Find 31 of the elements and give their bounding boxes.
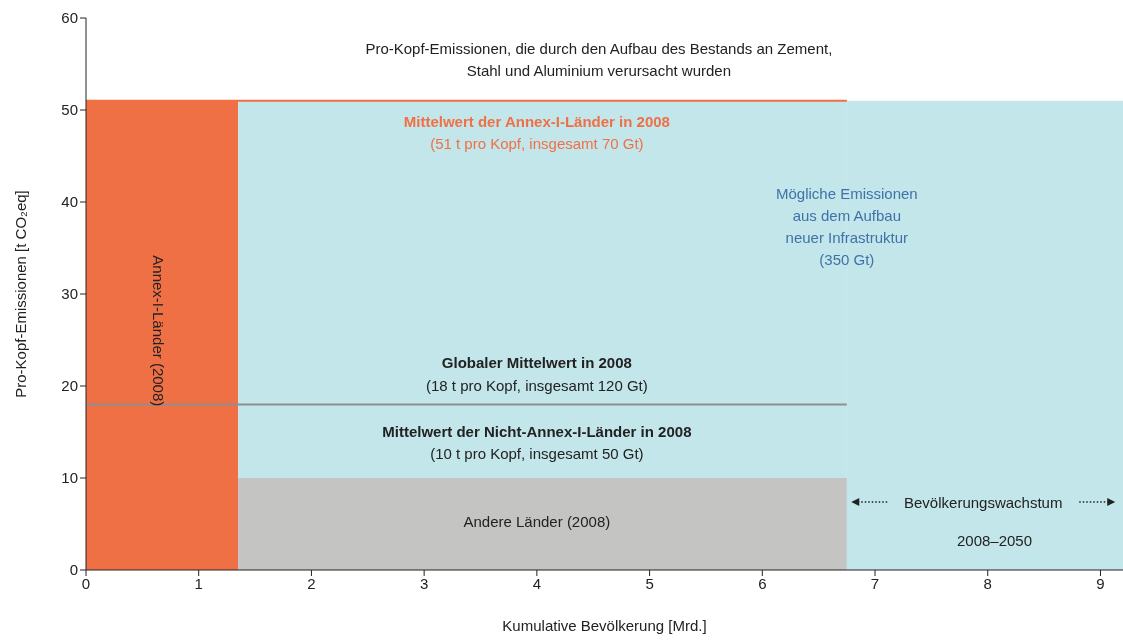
annotation: Globaler Mittelwert in 2008	[441, 353, 632, 371]
x-tick-label: 8	[983, 574, 992, 592]
x-tick-label: 6	[758, 574, 767, 592]
annotation: Mittelwert der Annex-I-Länder in 2008	[403, 112, 670, 130]
annotation: (51 t pro Kopf, insgesamt 70 Gt)	[430, 134, 644, 152]
x-axis-title: Kumulative Bevölkerung [Mrd.]	[502, 617, 707, 634]
y-tick-label: 20	[61, 377, 78, 395]
y-tick-label: 10	[61, 469, 78, 487]
x-tick-label: 1	[194, 574, 203, 592]
y-tick-label: 50	[61, 101, 78, 119]
x-tick-label: 2	[307, 574, 316, 592]
x-tick-label: 9	[1096, 574, 1105, 592]
x-tick-label: 7	[870, 574, 880, 592]
x-tick-label: 5	[645, 574, 654, 592]
annotation: Mittelwert der Nicht-Annex-I-Länder in 2008	[382, 422, 692, 440]
annotation: Bevölkerungswachstum	[904, 493, 1063, 511]
x-tick-label: 4	[532, 574, 542, 592]
annotation: 2008–2050	[956, 531, 1033, 549]
x-tick-label: 3	[419, 574, 429, 592]
annotation: Andere Länder (2008)	[463, 512, 611, 530]
annotation: Pro-Kopf-Emissionen, die durch den Aufbau des Bestands an Zement, Stahl und Aluminium verursacht wurden	[365, 39, 833, 79]
x-tick-label: 0	[81, 574, 91, 592]
y-tick-label: 0	[69, 561, 78, 579]
annotation: (10 t pro Kopf, insgesamt 50 Gt)	[430, 444, 644, 462]
annotation: (18 t pro Kopf, insgesamt 120 Gt)	[425, 376, 648, 394]
y-tick-label: 40	[61, 193, 78, 211]
y-axis-title: Pro-Kopf-Emissionen [t CO₂eq]	[11, 190, 29, 398]
annotation: Annex-I-Länder (2008)	[150, 255, 168, 407]
y-tick-label: 30	[61, 285, 78, 303]
annotation: Mögliche Emissionen aus dem Aufbau neuer Infrastruktur (350 Gt)	[775, 184, 918, 268]
y-tick-label: 60	[61, 9, 78, 27]
